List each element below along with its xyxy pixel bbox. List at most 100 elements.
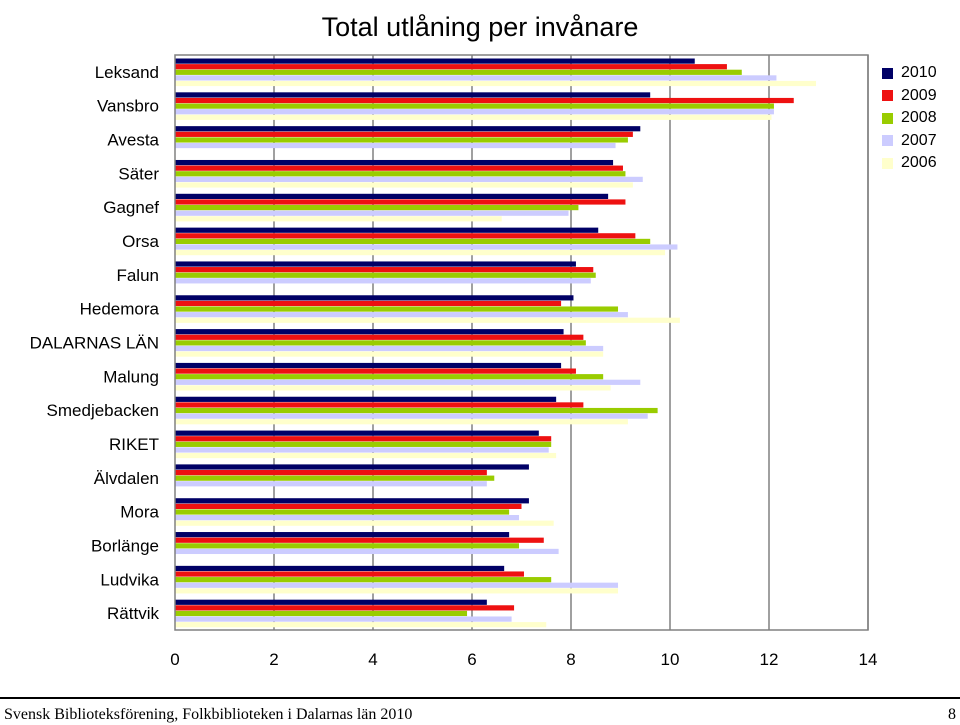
bar bbox=[175, 80, 817, 87]
bar bbox=[175, 498, 529, 504]
bar bbox=[175, 126, 641, 132]
category-labels: Leksand Vansbro Avesta Säter Gagnef Orsa Falun… bbox=[30, 63, 160, 623]
bar bbox=[175, 142, 616, 149]
bar-chart: Leksand Vansbro Avesta Säter Gagnef Orsa Falun… bbox=[30, 54, 877, 669]
bar bbox=[175, 204, 579, 211]
category-label: Smedjebacken bbox=[47, 401, 159, 420]
bar bbox=[175, 176, 643, 182]
bar bbox=[175, 267, 594, 273]
bar bbox=[175, 199, 626, 205]
category-label: RIKET bbox=[109, 435, 159, 454]
bar bbox=[175, 210, 569, 216]
x-tick-labels: 0 2 4 6 8 10 12 14 bbox=[170, 650, 877, 669]
bar bbox=[175, 402, 584, 408]
bar bbox=[175, 385, 611, 391]
bar bbox=[175, 329, 564, 335]
bar bbox=[175, 306, 619, 312]
category-label: Älvdalen bbox=[94, 469, 159, 488]
bar bbox=[175, 345, 604, 352]
x-tick-label: 14 bbox=[859, 650, 878, 669]
bar bbox=[175, 509, 510, 515]
bar bbox=[175, 295, 574, 301]
bar bbox=[175, 413, 648, 419]
legend-label: 2006 bbox=[901, 154, 937, 172]
bar bbox=[175, 520, 554, 526]
x-tick-label: 8 bbox=[566, 650, 575, 669]
bar bbox=[175, 616, 512, 622]
bar bbox=[175, 622, 547, 628]
bar bbox=[175, 131, 633, 137]
bar bbox=[175, 312, 628, 318]
bar bbox=[175, 58, 695, 64]
category-label: Hedemora bbox=[80, 300, 160, 319]
legend-label: 2008 bbox=[901, 109, 937, 127]
bar bbox=[175, 362, 562, 369]
bar bbox=[175, 159, 614, 166]
category-label: Malung bbox=[103, 367, 159, 386]
x-tick-label: 4 bbox=[368, 650, 377, 669]
bar bbox=[175, 92, 651, 98]
legend-swatch bbox=[882, 157, 893, 169]
bar bbox=[175, 419, 628, 425]
x-tick-label: 10 bbox=[661, 650, 680, 669]
category-label: Säter bbox=[118, 164, 159, 183]
category-label: Leksand bbox=[95, 63, 159, 82]
bar bbox=[175, 261, 576, 267]
bar bbox=[175, 278, 591, 284]
bar bbox=[175, 272, 596, 278]
category-label: Borlänge bbox=[91, 536, 159, 555]
bar bbox=[175, 109, 774, 115]
bar bbox=[175, 165, 623, 171]
bar bbox=[175, 97, 794, 104]
category-label: Ludvika bbox=[100, 570, 159, 589]
bar bbox=[175, 481, 487, 487]
bar bbox=[175, 441, 552, 447]
plot-frame bbox=[174, 54, 869, 631]
bar bbox=[175, 317, 680, 323]
legend-item: 2009 bbox=[882, 85, 937, 108]
bar bbox=[175, 351, 604, 357]
bar bbox=[175, 543, 520, 549]
legend: 2010 2009 2008 2007 2006 bbox=[882, 62, 937, 175]
category-label: Gagnef bbox=[103, 198, 159, 217]
bar bbox=[175, 114, 772, 120]
bar bbox=[175, 452, 557, 459]
bar bbox=[175, 64, 727, 70]
bar bbox=[175, 374, 604, 380]
bar bbox=[175, 334, 584, 340]
bar bbox=[175, 588, 619, 594]
bar bbox=[175, 69, 742, 75]
legend-label: 2007 bbox=[901, 131, 937, 149]
legend-item: 2008 bbox=[882, 107, 937, 130]
category-label: Falun bbox=[116, 266, 159, 285]
bar bbox=[175, 599, 487, 605]
bar bbox=[175, 340, 586, 346]
bar bbox=[175, 396, 557, 402]
x-tick-label: 0 bbox=[170, 650, 179, 669]
bar bbox=[175, 469, 487, 476]
bar bbox=[175, 368, 576, 374]
bar bbox=[175, 244, 678, 250]
bar bbox=[175, 137, 628, 143]
bar bbox=[175, 571, 524, 577]
bar bbox=[175, 75, 777, 81]
bar bbox=[175, 532, 510, 538]
category-label: Vansbro bbox=[97, 97, 159, 116]
bar bbox=[175, 548, 559, 555]
category-label: DALARNAS LÄN bbox=[30, 334, 159, 353]
axes bbox=[174, 54, 869, 631]
bar bbox=[175, 605, 515, 611]
legend-swatch bbox=[882, 135, 893, 147]
legend-label: 2009 bbox=[901, 86, 937, 104]
legend-swatch bbox=[882, 112, 893, 124]
bars bbox=[175, 58, 817, 628]
bar bbox=[175, 537, 544, 543]
x-tick-label: 12 bbox=[760, 650, 779, 669]
bar bbox=[175, 193, 609, 199]
page-number: 8 bbox=[948, 706, 956, 723]
footer: Svensk Biblioteksförening, Folkbibliotek… bbox=[0, 697, 960, 725]
chart-title: Total utlåning per invånare bbox=[321, 12, 639, 42]
footer-text: Svensk Biblioteksförening, Folkbibliotek… bbox=[4, 706, 413, 723]
bar bbox=[175, 436, 552, 442]
category-label: Orsa bbox=[122, 232, 159, 251]
